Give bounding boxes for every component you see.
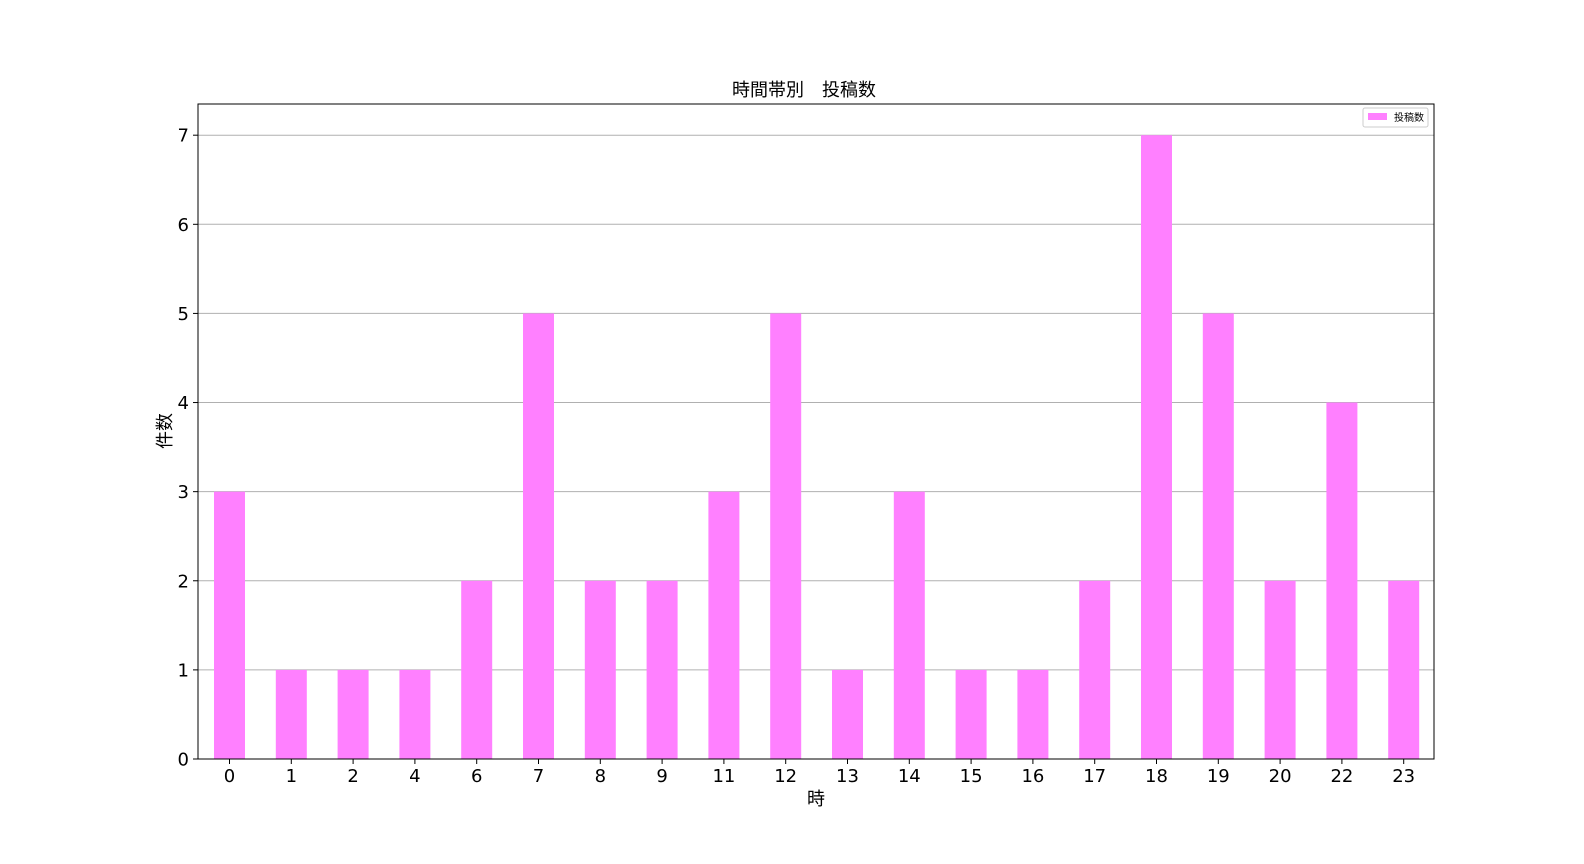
bar-0 [214,491,245,759]
legend-label: 投稿数 [1394,111,1424,124]
legend-box [1362,107,1429,128]
x-tick-label: 9 [656,766,667,787]
legend-swatch [1368,113,1387,120]
x-tick-label: 19 [1207,766,1230,787]
x-tick-label: 15 [960,766,983,787]
x-tick-label: 8 [595,766,606,787]
bar-12 [770,313,802,759]
plot-frame [197,103,1435,760]
y-tick-label: 7 [178,126,189,147]
bar-18 [1141,135,1172,759]
x-tick-label: 13 [836,766,859,787]
bar-4 [399,669,431,759]
x-tick-label: 18 [1145,766,1168,787]
y-tick-label: 2 [178,571,189,592]
bar-6 [461,580,493,759]
x-tick-label: 6 [471,766,482,787]
x-tick-label: 7 [533,766,544,787]
y-tick-label: 5 [178,304,189,325]
bar-2 [337,669,369,759]
bar-19 [1202,313,1234,759]
y-axis-label: 件数 [155,413,176,449]
x-tick-label: 2 [347,766,358,787]
x-axis-label: 時 [807,789,825,810]
x-tick-label: 20 [1269,766,1292,787]
bar-14 [893,491,925,759]
y-axis: 0 1 2 3 4 5 6 7 [178,126,198,771]
bar-1 [275,669,307,759]
y-tick-label: 3 [178,482,189,503]
y-tick-label: 6 [178,215,189,236]
legend: 投稿数 [1362,107,1429,128]
x-tick-label: 0 [224,766,235,787]
bar-8 [584,580,616,759]
x-axis: 0 1 2 4 6 7 8 9 11 12 13 14 15 16 17 18 19 20 22 23 [224,759,1415,787]
y-tick-label: 4 [178,393,189,414]
chart-title: 時間帯別 投稿数 [732,80,876,101]
x-tick-label: 22 [1330,766,1353,787]
y-tick-label: 1 [178,660,189,681]
x-tick-label: 14 [898,766,921,787]
grid-lines [198,134,1434,760]
bar-22 [1326,402,1358,759]
bar-7 [523,313,554,759]
bar-13 [832,669,863,759]
bar-9 [646,580,678,759]
bar-20 [1264,580,1296,759]
bars [214,135,1420,759]
x-tick-label: 23 [1392,766,1415,787]
bar-15 [955,669,987,759]
bar-11 [708,491,740,759]
bar-17 [1079,580,1111,759]
x-tick-label: 17 [1083,766,1106,787]
x-tick-label: 1 [286,766,297,787]
x-tick-label: 12 [774,766,797,787]
bar-16 [1017,669,1049,759]
x-tick-label: 4 [409,766,420,787]
x-tick-label: 11 [712,766,735,787]
bar-23 [1388,580,1420,759]
y-tick-label: 0 [178,750,189,771]
x-tick-label: 16 [1021,766,1044,787]
